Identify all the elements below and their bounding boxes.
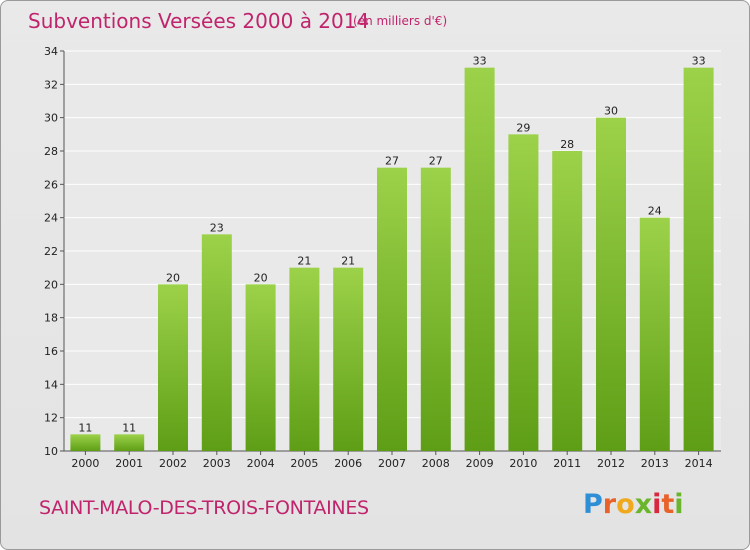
bar bbox=[596, 117, 626, 452]
x-tick-label: 2006 bbox=[334, 457, 362, 470]
y-tick-label: 16 bbox=[44, 345, 58, 358]
y-tick-label: 32 bbox=[44, 78, 58, 91]
y-tick-label: 30 bbox=[44, 112, 58, 125]
y-tick-label: 20 bbox=[44, 278, 58, 291]
proxiti-logo[interactable]: Proxiti bbox=[583, 489, 684, 520]
bar-value-label: 23 bbox=[210, 221, 224, 234]
x-tick-label: 2002 bbox=[159, 457, 187, 470]
commune-name: SAINT-MALO-DES-TROIS-FONTAINES bbox=[39, 497, 369, 519]
bar-value-label: 29 bbox=[516, 121, 530, 134]
bar-value-label: 21 bbox=[297, 255, 311, 268]
chart-title: Subventions Versées 2000 à 2014 bbox=[28, 9, 370, 33]
bar bbox=[333, 267, 364, 451]
bar bbox=[245, 284, 276, 451]
bar-value-label: 28 bbox=[560, 138, 574, 151]
y-tick-label: 14 bbox=[44, 378, 58, 391]
bar bbox=[683, 67, 714, 452]
bar bbox=[639, 217, 670, 451]
y-tick-label: 10 bbox=[44, 445, 58, 458]
x-tick-label: 2012 bbox=[597, 457, 625, 470]
x-tick-label: 2009 bbox=[466, 457, 494, 470]
y-tick-label: 28 bbox=[44, 145, 58, 158]
bar-value-label: 27 bbox=[429, 155, 443, 168]
y-tick-label: 18 bbox=[44, 312, 58, 325]
bar bbox=[552, 151, 583, 451]
bar-value-label: 30 bbox=[604, 105, 618, 118]
bar-value-label: 20 bbox=[166, 271, 180, 284]
x-tick-label: 2001 bbox=[115, 457, 143, 470]
bar bbox=[377, 167, 407, 451]
x-tick-label: 2008 bbox=[422, 457, 450, 470]
x-tick-label: 2003 bbox=[203, 457, 231, 470]
bar-value-label: 20 bbox=[254, 271, 268, 284]
bar bbox=[289, 267, 320, 451]
bar-value-label: 27 bbox=[385, 155, 399, 168]
x-tick-label: 2007 bbox=[378, 457, 406, 470]
bar bbox=[420, 167, 451, 451]
y-tick-label: 12 bbox=[44, 412, 58, 425]
y-tick-label: 34 bbox=[44, 45, 58, 58]
bar bbox=[158, 284, 188, 451]
x-tick-label: 2004 bbox=[247, 457, 275, 470]
x-tick-label: 2000 bbox=[71, 457, 99, 470]
bar-value-label: 21 bbox=[341, 255, 355, 268]
bar-value-label: 33 bbox=[473, 55, 487, 68]
y-tick-label: 26 bbox=[44, 178, 58, 191]
bar-value-label: 11 bbox=[78, 421, 92, 434]
bar bbox=[464, 67, 495, 452]
bar bbox=[70, 434, 101, 451]
y-tick-label: 24 bbox=[44, 212, 58, 225]
bar-value-label: 33 bbox=[692, 55, 706, 68]
y-tick-label: 22 bbox=[44, 245, 58, 258]
chart-subtitle: (en milliers d'€) bbox=[353, 14, 448, 28]
bar bbox=[114, 434, 145, 451]
x-tick-label: 2005 bbox=[290, 457, 318, 470]
x-tick-label: 2014 bbox=[685, 457, 713, 470]
bar-value-label: 24 bbox=[648, 205, 662, 218]
bar-value-label: 11 bbox=[122, 421, 136, 434]
bar bbox=[508, 134, 539, 452]
x-tick-label: 2011 bbox=[553, 457, 581, 470]
x-tick-label: 2010 bbox=[509, 457, 537, 470]
x-tick-label: 2013 bbox=[641, 457, 669, 470]
bar bbox=[201, 234, 232, 451]
